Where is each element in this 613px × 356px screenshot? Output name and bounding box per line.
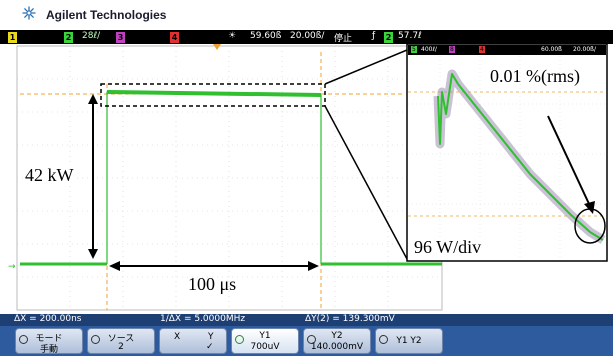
time-offset: 59.60ß bbox=[250, 31, 282, 41]
zoom-connector-bottom bbox=[324, 105, 408, 260]
source-softkey-value: 2 bbox=[118, 342, 124, 352]
rotate-knob-icon bbox=[307, 335, 316, 344]
x-y-softkey[interactable]: X Y ✓ bbox=[159, 328, 227, 354]
inset-scale-label: 96 W/div bbox=[412, 237, 484, 258]
channel-4-indicator[interactable]: 4 bbox=[170, 32, 179, 43]
checkmark-icon: ✓ bbox=[206, 342, 214, 352]
run-state: 停止 bbox=[334, 34, 353, 44]
mode-softkey-value: 手動 bbox=[39, 345, 58, 355]
y2-softkey[interactable]: Y2 140.000mV bbox=[303, 328, 371, 354]
rotate-knob-icon bbox=[235, 335, 244, 344]
scope-display: → bbox=[0, 43, 613, 314]
noise-label: 0.01 %(rms) bbox=[490, 66, 580, 86]
measurement-softkey-bar: ΔX = 200.00ns 1/ΔX = 5.0000MHz ΔY(2) = 1… bbox=[0, 314, 613, 356]
trigger-level: 57.7ℓ bbox=[398, 31, 422, 41]
source-softkey-label: ソース bbox=[107, 334, 135, 344]
inset-channel-8: 8 bbox=[449, 46, 455, 53]
zoom-connector-top bbox=[324, 49, 408, 85]
trigger-position-marker bbox=[213, 44, 221, 50]
duration-label: 100 μs bbox=[188, 274, 237, 294]
ground-marker: → bbox=[8, 262, 16, 272]
sun-trigger-icon: ☀ bbox=[228, 31, 237, 41]
graticule-border bbox=[16, 45, 443, 311]
inset-scale: 400ℓ/ bbox=[421, 46, 437, 53]
inset-timebase: 20.00ß/ bbox=[573, 46, 596, 53]
source-softkey[interactable]: ソース 2 bbox=[87, 328, 155, 354]
rotate-knob-icon bbox=[19, 335, 28, 344]
waveform-canvas: → bbox=[8, 43, 608, 311]
zoom-inset bbox=[406, 43, 608, 262]
y1-softkey-label: Y1 bbox=[259, 331, 271, 341]
channel-1-indicator[interactable]: 1 bbox=[8, 32, 17, 43]
y1-softkey-value: 700uV bbox=[250, 342, 280, 352]
scope-status-bar: 1 2 28ℓ/ 3 4 ☀ 59.60ß 20.00ß/ 停止 ƒ 2 57.… bbox=[0, 30, 613, 44]
zoom-selection-box bbox=[100, 83, 326, 107]
channel-3-indicator[interactable]: 3 bbox=[116, 32, 125, 43]
trigger-channel: 2 bbox=[384, 32, 393, 43]
mode-softkey-label: モード bbox=[35, 334, 63, 344]
rotate-knob-icon bbox=[379, 335, 388, 344]
y2-softkey-label: Y2 bbox=[331, 331, 343, 341]
agilent-spark-icon bbox=[22, 6, 36, 20]
y2-softkey-value: 140.000mV bbox=[310, 342, 364, 352]
brand-name: Agilent Technologies bbox=[46, 8, 167, 22]
amplitude-label: 42 kW bbox=[24, 165, 75, 186]
graticule-grid bbox=[17, 46, 442, 310]
inset-status-bar: 5 400ℓ/ 8 4 60.00ß 20.00ß/ bbox=[409, 45, 605, 55]
time-scale: 20.00ß/ bbox=[290, 31, 325, 41]
duration-arrow bbox=[109, 261, 319, 271]
amplitude-arrow bbox=[88, 94, 98, 259]
y1-softkey[interactable]: Y1 700uV bbox=[231, 328, 299, 354]
delta-x-readout: ΔX = 200.00ns bbox=[14, 314, 82, 324]
inset-offset: 60.00ß bbox=[541, 46, 562, 53]
channel-2-indicator[interactable]: 2 bbox=[64, 32, 73, 43]
cursor-readout-bar: ΔX = 200.00ns 1/ΔX = 5.0000MHz ΔY(2) = 1… bbox=[0, 314, 613, 326]
channel-2-scale: 28ℓ/ bbox=[82, 31, 101, 41]
brand-bar: Agilent Technologies bbox=[0, 0, 613, 30]
rotate-knob-icon bbox=[91, 335, 100, 344]
rising-edge-icon: ƒ bbox=[372, 31, 376, 41]
mode-softkey[interactable]: モード 手動 bbox=[15, 328, 83, 355]
delta-y-readout: ΔY(2) = 139.300mV bbox=[305, 314, 395, 324]
y1-y2-softkey-label: Y1 Y2 bbox=[396, 336, 422, 346]
inverse-delta-x-readout: 1/ΔX = 5.0000MHz bbox=[160, 314, 246, 324]
x-option: X bbox=[174, 332, 181, 342]
y-option: Y bbox=[208, 332, 214, 342]
y1-y2-softkey[interactable]: Y1 Y2 bbox=[375, 328, 443, 354]
power-pulse-trace bbox=[20, 90, 442, 266]
inset-channel: 5 bbox=[411, 46, 417, 53]
inset-channel-4: 4 bbox=[479, 46, 485, 53]
